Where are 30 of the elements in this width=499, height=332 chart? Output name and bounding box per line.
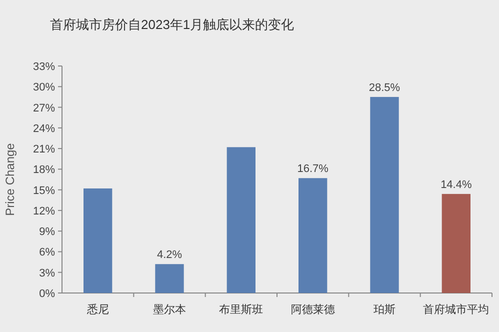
bar xyxy=(84,188,112,293)
x-tick-label: 阿德莱德 xyxy=(290,303,335,316)
bar xyxy=(370,96,399,293)
data-label: 28.5% xyxy=(368,82,400,94)
y-tick-label: 6% xyxy=(39,246,56,259)
data-label: 4.2% xyxy=(156,249,182,262)
y-tick-label: 0% xyxy=(39,288,56,300)
bar xyxy=(155,264,184,293)
data-label: 14.4% xyxy=(440,178,472,191)
chart-title: 首府城市房价自2023年1月触底以来的变化 xyxy=(50,17,294,32)
x-tick-label: 布里斯班 xyxy=(219,303,264,316)
x-tick-label: 墨尔本 xyxy=(153,303,186,316)
bar xyxy=(298,178,328,293)
y-axis-title: Price Change xyxy=(3,142,17,216)
y-tick-label: 33% xyxy=(32,61,56,73)
y-tick-label: 18% xyxy=(32,164,56,176)
data-label: 16.7% xyxy=(297,163,329,176)
y-tick-label: 15% xyxy=(32,184,56,197)
x-tick-label: 首府城市平均 xyxy=(423,303,490,316)
bar xyxy=(226,147,256,293)
y-tick-label: 21% xyxy=(32,144,56,156)
x-tick-label: 悉尼 xyxy=(86,303,109,316)
bar xyxy=(442,194,470,293)
x-tick-label: 珀斯 xyxy=(374,303,396,316)
y-tick-label: 24% xyxy=(32,122,56,135)
y-tick-label: 27% xyxy=(32,102,56,114)
y-tick-label: 9% xyxy=(39,226,56,238)
y-tick-label: 3% xyxy=(39,267,56,280)
y-tick-label: 30% xyxy=(32,82,56,94)
y-tick-label: 12% xyxy=(32,205,56,218)
